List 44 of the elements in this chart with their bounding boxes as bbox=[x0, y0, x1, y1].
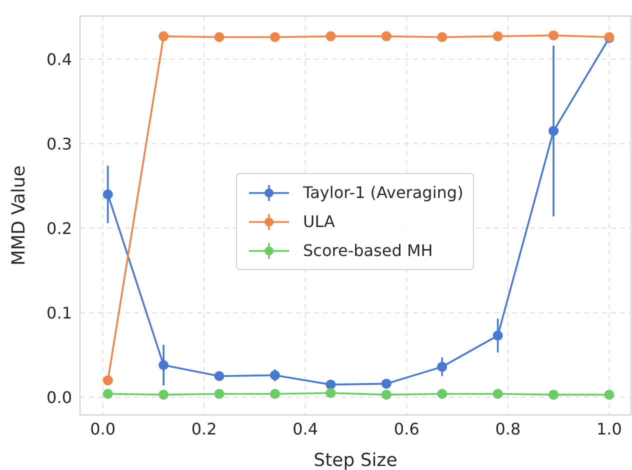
point bbox=[492, 388, 503, 399]
point bbox=[437, 388, 448, 399]
point bbox=[492, 330, 503, 341]
y-tick-label: 0.0 bbox=[46, 388, 72, 407]
point bbox=[270, 388, 280, 399]
point bbox=[270, 370, 280, 380]
point bbox=[102, 189, 113, 200]
legend-label: Taylor-1 (Averaging) bbox=[303, 183, 464, 202]
point bbox=[326, 31, 336, 42]
x-tick-label: 1.0 bbox=[596, 419, 622, 438]
y-axis-title: MMD Value bbox=[8, 165, 30, 266]
y-tick-label: 0.2 bbox=[46, 218, 72, 238]
point bbox=[437, 362, 448, 372]
point bbox=[381, 390, 392, 400]
point bbox=[548, 390, 559, 400]
x-tick-label: 0.0 bbox=[90, 419, 116, 438]
point bbox=[214, 371, 224, 382]
point bbox=[326, 380, 336, 390]
y-tick-label: 0.1 bbox=[46, 303, 72, 322]
point bbox=[326, 388, 336, 398]
point bbox=[214, 388, 224, 399]
point bbox=[381, 31, 392, 42]
point bbox=[158, 360, 169, 370]
legend-label: Score-based MH bbox=[303, 241, 433, 260]
point bbox=[214, 32, 224, 42]
x-tick-label: 0.8 bbox=[495, 419, 521, 438]
point bbox=[492, 31, 503, 42]
point bbox=[270, 32, 280, 42]
point bbox=[158, 31, 169, 42]
y-tick-label: 0.4 bbox=[46, 50, 72, 69]
x-tick-label: 0.6 bbox=[394, 419, 420, 438]
point bbox=[102, 375, 113, 386]
point bbox=[381, 378, 392, 389]
point bbox=[437, 32, 448, 42]
x-tick-label: 0.2 bbox=[191, 419, 217, 438]
point bbox=[102, 388, 113, 399]
x-axis-title: Step Size bbox=[314, 450, 398, 470]
point bbox=[158, 390, 169, 400]
point bbox=[548, 30, 559, 40]
point bbox=[604, 390, 614, 400]
point bbox=[548, 126, 559, 136]
legend-label: ULA bbox=[303, 212, 335, 231]
y-tick-label: 0.3 bbox=[46, 134, 72, 154]
x-tick-label: 0.4 bbox=[292, 419, 318, 438]
